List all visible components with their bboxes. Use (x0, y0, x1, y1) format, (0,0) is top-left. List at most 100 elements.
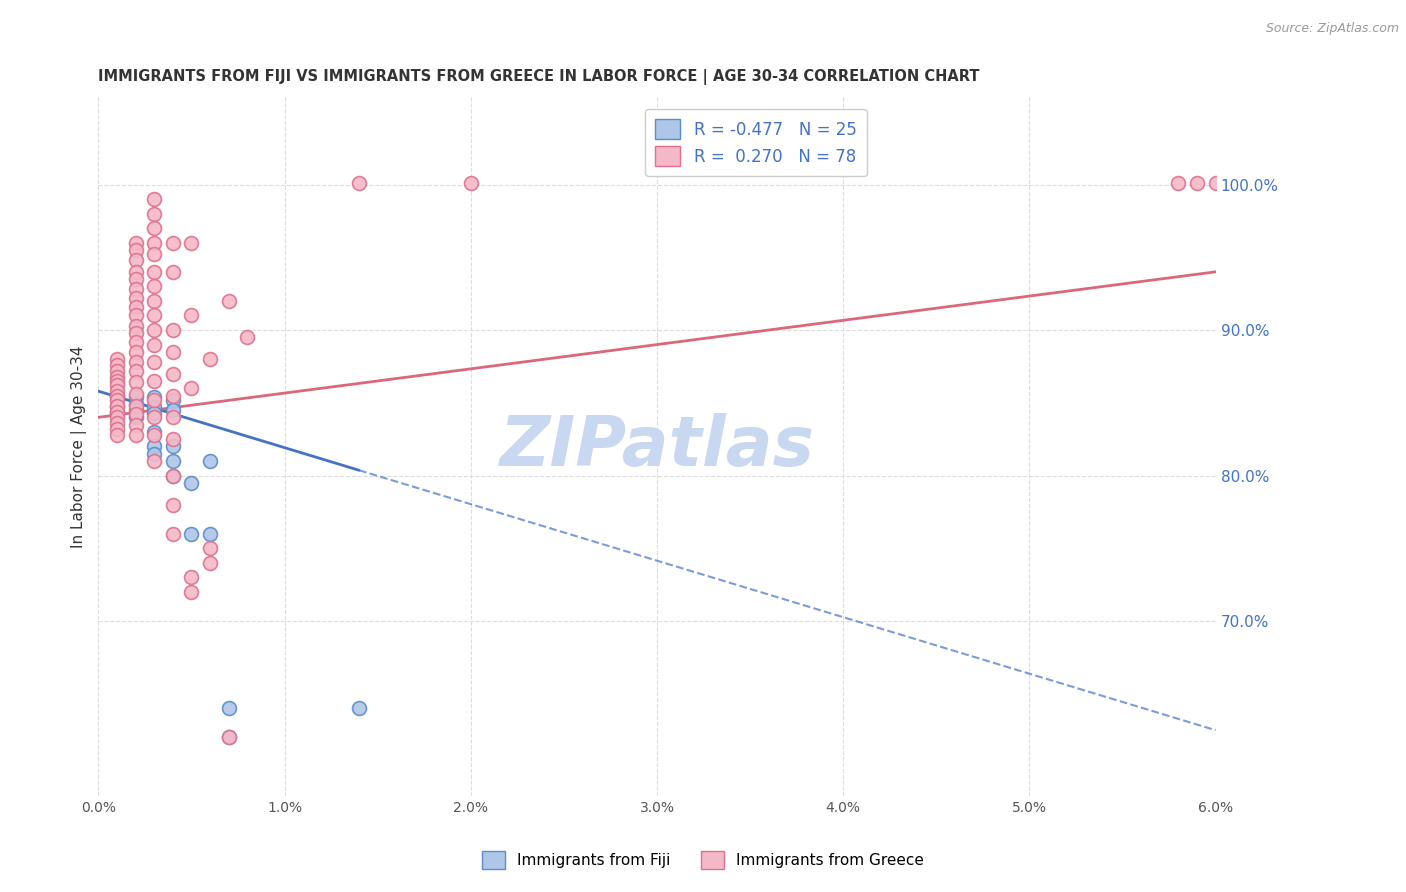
Point (347, 176, 370, 190)
Point (347, 701, 370, 715)
Point (162, 454, 184, 468)
Point (143, 392, 166, 407)
Point (218, 731, 240, 745)
Point (162, 468, 184, 483)
Point (162, 392, 184, 407)
Point (124, 318, 146, 333)
Point (105, 358, 128, 372)
Point (162, 526, 184, 541)
Text: ZIPatlas: ZIPatlas (499, 413, 814, 480)
Point (198, 352, 221, 367)
Point (162, 344, 184, 359)
Point (143, 410, 166, 425)
Point (105, 374, 128, 388)
Point (124, 364, 146, 378)
Point (143, 427, 166, 442)
Point (105, 399, 128, 413)
Point (143, 192, 166, 206)
Point (124, 334, 146, 349)
Point (124, 397, 146, 411)
Point (143, 323, 166, 337)
Point (143, 454, 166, 468)
Point (180, 585, 202, 599)
Point (236, 330, 259, 344)
Point (124, 355, 146, 369)
Point (105, 404, 128, 418)
Point (143, 406, 166, 420)
Point (162, 498, 184, 512)
Point (124, 344, 146, 359)
Point (162, 235, 184, 250)
Point (105, 422, 128, 436)
Point (143, 390, 166, 404)
Point (124, 282, 146, 296)
Legend: Immigrants from Fiji, Immigrants from Greece: Immigrants from Fiji, Immigrants from Gr… (475, 845, 931, 875)
Point (218, 731, 240, 745)
Point (162, 388, 184, 402)
Point (124, 309, 146, 323)
Point (105, 364, 128, 378)
Point (143, 309, 166, 323)
Point (143, 337, 166, 351)
Point (124, 390, 146, 404)
Point (124, 235, 146, 250)
Point (162, 323, 184, 337)
Point (180, 475, 202, 490)
Point (143, 235, 166, 250)
Point (162, 367, 184, 381)
Point (124, 427, 146, 442)
Text: Source: ZipAtlas.com: Source: ZipAtlas.com (1265, 22, 1399, 36)
Point (124, 403, 146, 417)
Point (105, 410, 128, 425)
Point (105, 404, 128, 418)
Point (105, 427, 128, 442)
Point (1185, 176, 1208, 190)
Point (124, 300, 146, 314)
Point (162, 410, 184, 425)
Point (162, 403, 184, 417)
Point (198, 454, 221, 468)
Point (105, 399, 128, 413)
Point (124, 253, 146, 268)
Point (105, 378, 128, 392)
Point (198, 556, 221, 570)
Point (143, 439, 166, 453)
Point (143, 400, 166, 414)
Point (143, 425, 166, 439)
Point (105, 388, 128, 402)
Point (124, 376, 146, 390)
Point (143, 355, 166, 369)
Point (124, 399, 146, 413)
Point (180, 526, 202, 541)
Point (124, 408, 146, 422)
Point (198, 541, 221, 556)
Point (143, 293, 166, 308)
Point (460, 176, 482, 190)
Point (1167, 176, 1189, 190)
Point (180, 381, 202, 395)
Point (105, 369, 128, 384)
Point (162, 432, 184, 446)
Point (105, 384, 128, 399)
Point (143, 279, 166, 293)
Point (105, 352, 128, 367)
Point (143, 206, 166, 220)
Point (105, 392, 128, 407)
Y-axis label: In Labor Force | Age 30-34: In Labor Force | Age 30-34 (72, 345, 87, 548)
Point (180, 570, 202, 584)
Point (105, 416, 128, 430)
Point (180, 235, 202, 250)
Point (143, 247, 166, 261)
Point (124, 272, 146, 286)
Point (143, 221, 166, 235)
Point (218, 701, 240, 715)
Point (124, 387, 146, 401)
Point (198, 526, 221, 541)
Point (124, 291, 146, 305)
Point (162, 439, 184, 453)
Point (143, 447, 166, 461)
Point (143, 265, 166, 279)
Point (124, 410, 146, 425)
Point (162, 468, 184, 483)
Point (1205, 176, 1227, 190)
